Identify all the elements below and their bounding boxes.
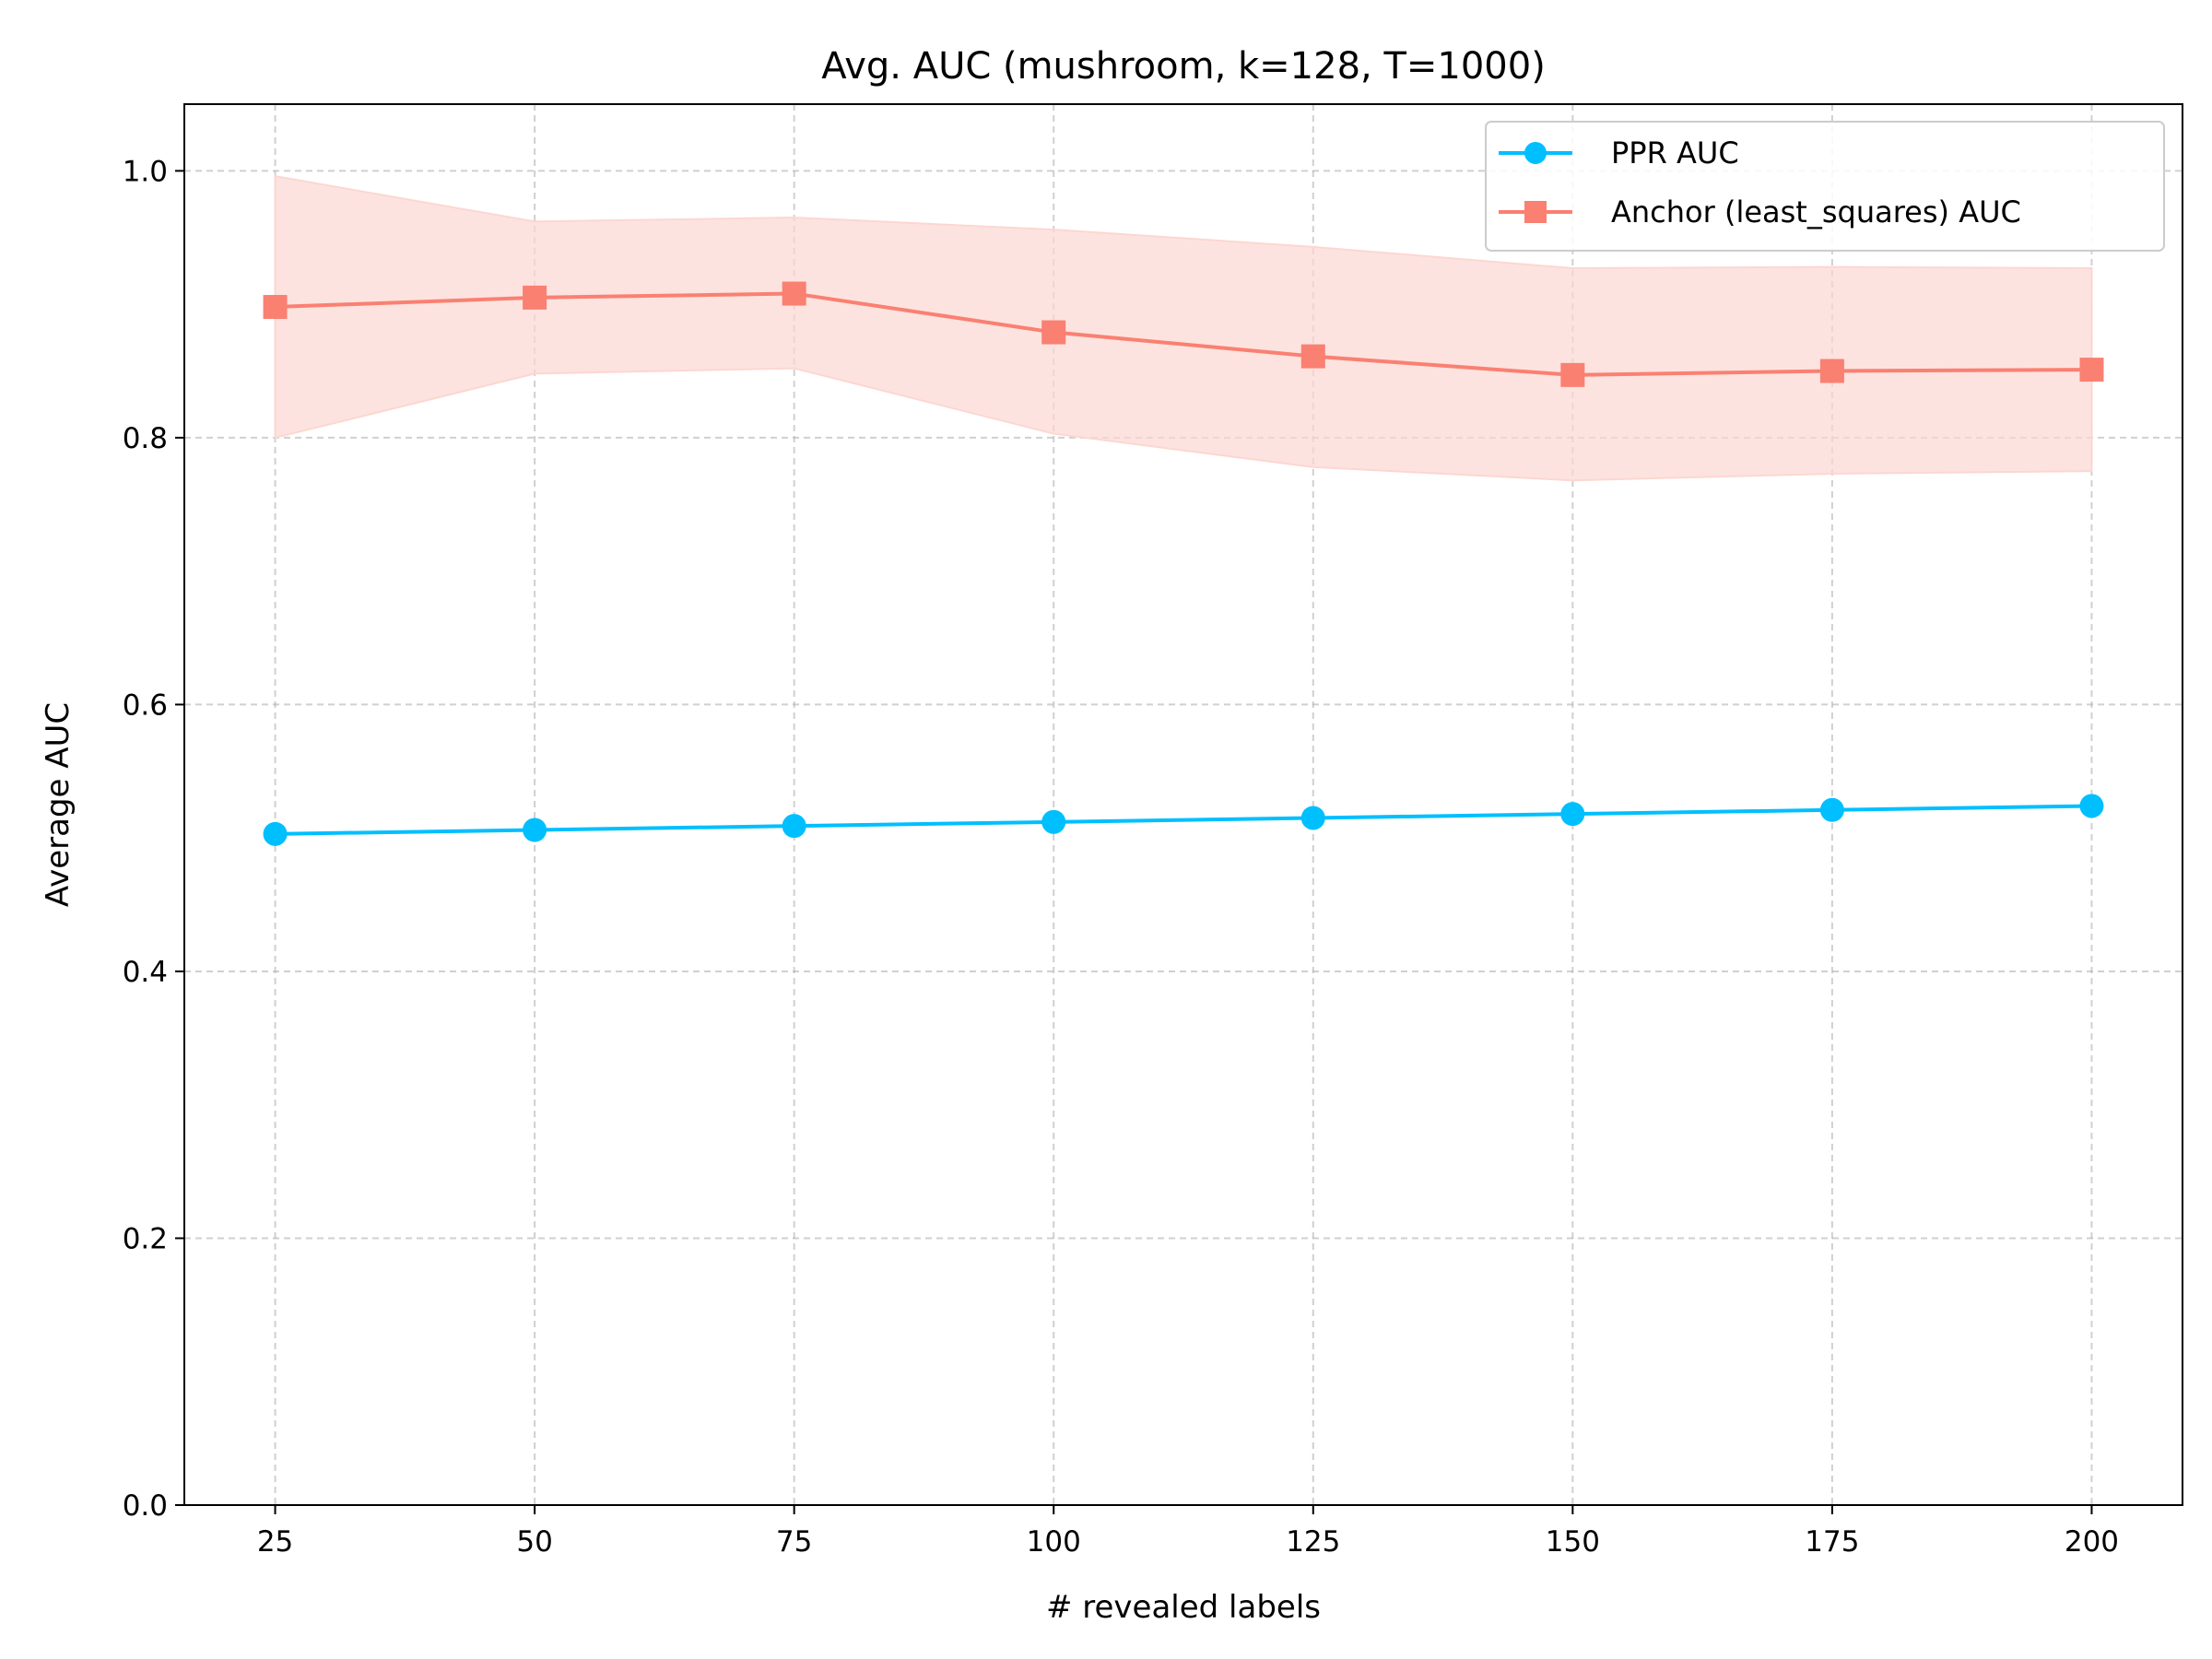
legend-swatch-marker-anchor [1524, 201, 1547, 223]
y-axis: 0.0 0.2 0.4 0.6 0.8 1.0 [123, 155, 184, 1523]
data-point-anchor [782, 281, 806, 306]
data-point-anchor [1041, 320, 1066, 345]
data-point-anchor [2079, 358, 2104, 382]
data-point-anchor [1560, 362, 1585, 387]
data-point-anchor [523, 285, 547, 310]
series-line-ppr [275, 804, 2092, 836]
data-point-anchor [1300, 344, 1325, 369]
y-tick-label: 1.0 [123, 155, 168, 188]
x-axis-label: # revealed labels [1046, 1589, 1321, 1626]
confidence-bands [274, 174, 2093, 482]
legend-label-anchor: Anchor (least_squares) AUC [1611, 194, 2021, 229]
legend: PPR AUC Anchor (least_squares) AUC [1485, 121, 2165, 252]
series-lines [275, 291, 2092, 836]
y-tick-label: 0.4 [123, 956, 168, 989]
y-tick-label: 0.0 [123, 1489, 168, 1523]
x-tick-label: 50 [516, 1525, 552, 1559]
legend-box [1485, 121, 2165, 252]
data-point-ppr [1041, 809, 1066, 834]
data-point-ppr [1300, 806, 1325, 830]
data-point-ppr [2079, 794, 2104, 818]
data-point-ppr [523, 818, 547, 842]
x-tick-label: 200 [2065, 1525, 2119, 1559]
x-tick-label: 75 [776, 1525, 812, 1559]
x-tick-label: 125 [1286, 1525, 1340, 1559]
plot-area-frame [183, 103, 2183, 1506]
y-tick-label: 0.8 [123, 422, 168, 455]
data-point-ppr [1819, 797, 1844, 822]
data-point-anchor [263, 295, 288, 320]
y-tick-label: 0.2 [123, 1222, 168, 1255]
legend-swatch-marker-ppr [1524, 142, 1547, 164]
x-axis: 25 50 75 100 125 150 175 200 [257, 1505, 2119, 1559]
series-line-anchor [275, 291, 2092, 377]
x-tick-label: 175 [1805, 1525, 1859, 1559]
data-point-ppr [782, 814, 806, 839]
data-point-ppr [1560, 802, 1585, 827]
x-tick-label: 150 [1546, 1525, 1600, 1559]
confidence-band-anchor [274, 174, 2093, 482]
y-axis-label: Average AUC [40, 702, 76, 907]
legend-label-ppr: PPR AUC [1611, 135, 1739, 171]
y-tick-label: 0.6 [123, 688, 168, 722]
chart-title: Avg. AUC (mushroom, k=128, T=1000) [821, 45, 1546, 88]
x-tick-label: 25 [257, 1525, 293, 1559]
data-point-ppr [263, 821, 288, 846]
data-point-anchor [1819, 359, 1844, 383]
x-tick-label: 100 [1027, 1525, 1081, 1559]
series-markers [263, 281, 2104, 846]
